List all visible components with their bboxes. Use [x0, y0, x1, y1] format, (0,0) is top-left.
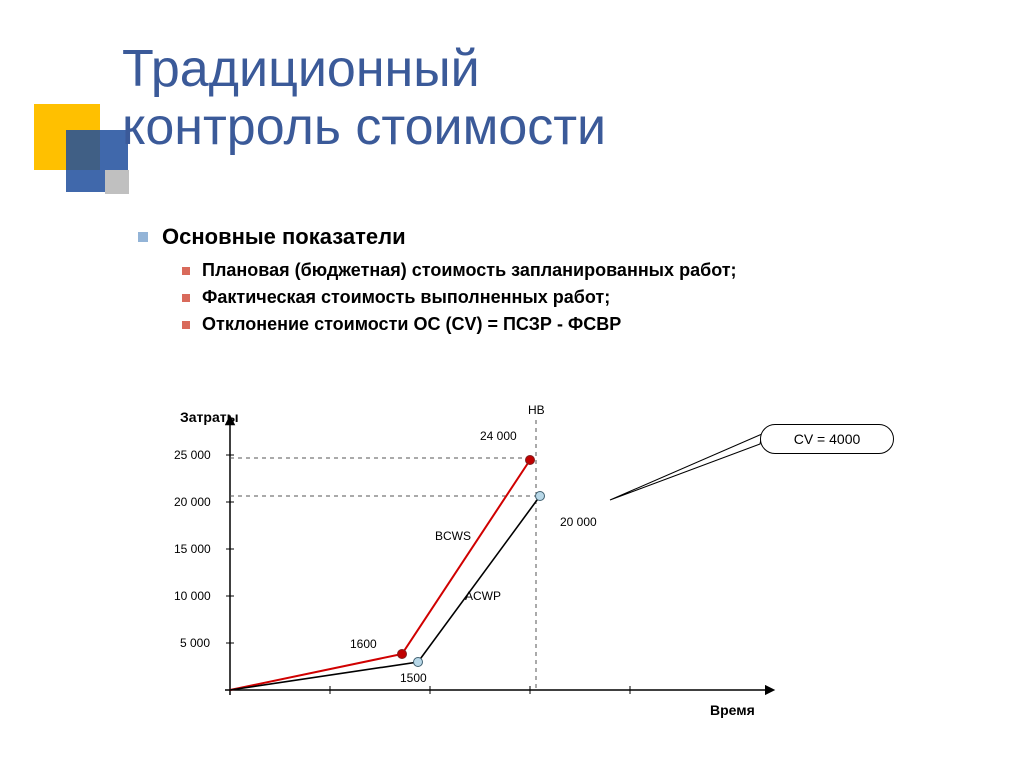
hv-label: НВ [528, 403, 545, 417]
bcws-marker [526, 456, 535, 465]
bcws-pt-label: 1600 [350, 637, 377, 651]
bcws-line [230, 460, 530, 690]
bullet-sub-text: Фактическая стоимость выполненных работ; [202, 287, 610, 308]
decor-gray [105, 170, 129, 194]
ytick-label: 5 000 [180, 636, 210, 650]
bcws-label: BCWS [435, 529, 471, 543]
bullet-square-icon [182, 294, 190, 302]
acwp-pt-label: 1500 [400, 671, 427, 685]
bcws-pt-label: 24 000 [480, 429, 517, 443]
bullet-sub: Плановая (бюджетная) стоимость запланиро… [182, 260, 918, 281]
chart: Затраты 5 000 10 000 15 000 20 000 25 00… [150, 400, 870, 720]
acwp-pt-label: 20 000 [560, 515, 597, 529]
callout-tail [610, 434, 762, 500]
acwp-marker [414, 658, 423, 667]
title-line1: Традиционный [122, 40, 480, 98]
bullet-square-icon [138, 232, 148, 242]
page-title: Традиционный контроль стоимости [122, 40, 606, 156]
acwp-marker [536, 492, 545, 501]
bullets: Основные показатели Плановая (бюджетная)… [138, 224, 918, 341]
y-ticks: 5 000 10 000 15 000 20 000 25 000 [174, 448, 234, 650]
bullet-main-text: Основные показатели [162, 224, 406, 250]
bullet-square-icon [182, 321, 190, 329]
ytick-label: 10 000 [174, 589, 211, 603]
bullet-sub-text: Плановая (бюджетная) стоимость запланиро… [202, 260, 737, 281]
callout-text: CV = 4000 [794, 431, 861, 447]
bullet-sub-text: Отклонение стоимости ОС (CV) = ПСЗР - ФС… [202, 314, 621, 335]
bullet-sub: Отклонение стоимости ОС (CV) = ПСЗР - ФС… [182, 314, 918, 335]
bullet-square-icon [182, 267, 190, 275]
bullet-sub: Фактическая стоимость выполненных работ; [182, 287, 918, 308]
title-line2: контроль стоимости [122, 98, 606, 156]
ytick-label: 25 000 [174, 448, 211, 462]
x-axis-title: Время [710, 702, 755, 718]
bullet-main: Основные показатели [138, 224, 918, 250]
ytick-label: 15 000 [174, 542, 211, 556]
acwp-label: ACWP [465, 589, 501, 603]
callout: CV = 4000 [760, 424, 894, 454]
ytick-label: 20 000 [174, 495, 211, 509]
bcws-marker [398, 650, 407, 659]
